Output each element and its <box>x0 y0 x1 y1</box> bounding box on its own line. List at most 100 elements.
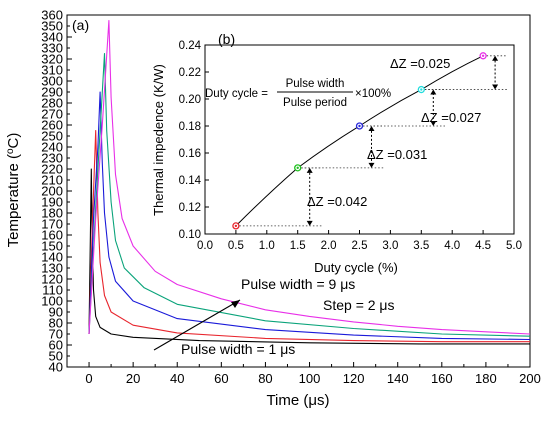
main-panel-label: (a) <box>72 17 89 33</box>
inset-data-point-core <box>358 124 361 128</box>
formula-denominator: Pulse period <box>283 97 347 109</box>
main-y-tick-label: 60 <box>49 338 63 353</box>
main-y-tick-label: 260 <box>41 118 63 133</box>
delta-arrow-head <box>368 162 375 168</box>
main-y-tick-label: 120 <box>41 272 63 287</box>
main-y-tick-label: 80 <box>49 316 63 331</box>
main-y-tick-label: 160 <box>41 228 63 243</box>
main-y-tick-label: 300 <box>41 74 63 89</box>
delta-label-2: ΔZ =0.031 <box>367 147 427 162</box>
main-x-tick-label: 80 <box>258 371 272 386</box>
main-y-tick-label: 230 <box>41 151 63 166</box>
main-x-tick-label: 120 <box>343 371 365 386</box>
inset-x-axis-label: Duty cycle (%) <box>314 260 398 275</box>
main-x-tick-label: 200 <box>519 371 541 386</box>
delta-arrow-head <box>492 55 499 61</box>
inset-data-point-core <box>481 54 485 57</box>
main-y-tick-label: 100 <box>41 294 63 309</box>
main-y-tick-label: 240 <box>41 140 63 155</box>
inset-x-tick-label: 2.5 <box>352 240 368 252</box>
inset-y-tick-label: 0.18 <box>179 121 201 133</box>
main-x-tick-label: 0 <box>85 371 92 386</box>
inset-x-tick-label: 4.0 <box>444 240 460 252</box>
inset-y-tick-label: 0.10 <box>179 229 201 241</box>
main-y-tick-label: 70 <box>49 327 63 342</box>
formula-lhs: Duty cycle = <box>205 88 268 100</box>
inset-y-tick-label: 0.12 <box>179 202 201 214</box>
main-y-tick-label: 200 <box>41 184 63 199</box>
main-x-tick-label: 100 <box>299 371 321 386</box>
inset-x-tick-label: 1.0 <box>259 240 275 252</box>
main-y-tick-label: 320 <box>41 52 63 67</box>
main-y-tick-label: 250 <box>41 129 63 144</box>
inset-y-tick-label: 0.16 <box>179 148 201 160</box>
inset-y-axis-label: Thermal impedence (K/W) <box>151 64 166 216</box>
inset-x-tick-label: 0.0 <box>197 240 213 252</box>
series-line-pw-5us <box>88 91 531 341</box>
inset-delta-guides <box>235 55 508 227</box>
delta-arrow-head <box>492 84 499 90</box>
inset-chart: 0.0 0.5 1.0 1.5 2.0 2.5 3.0 3.5 4.0 4.5 5.0 0.10 0.1… <box>151 31 522 275</box>
main-y-tick-label: 170 <box>41 217 63 232</box>
inset-data-point-core <box>296 166 299 170</box>
main-x-tick-label: 140 <box>387 371 409 386</box>
delta-label-3: ΔZ =0.027 <box>421 110 481 125</box>
main-y-tick-label: 350 <box>41 19 63 34</box>
inset-y-tick-label: 0.22 <box>179 67 201 79</box>
main-y-tick-label: 40 <box>49 360 63 375</box>
inset-data-point-core <box>234 224 238 228</box>
annotation-arrow-shaft <box>153 299 241 351</box>
inset-x-tick-label: 3.5 <box>413 240 429 252</box>
main-y-tick-label: 90 <box>49 305 63 320</box>
series-line-pw-3us <box>88 129 530 343</box>
main-y-tick-label: 150 <box>41 239 63 254</box>
main-x-axis-label: Time (μs) <box>266 392 329 409</box>
delta-label-1: ΔZ =0.042 <box>307 194 367 209</box>
main-x-tick-label: 180 <box>475 371 497 386</box>
delta-label-4: ΔZ =0.025 <box>390 56 450 71</box>
main-y-tick-label: 330 <box>41 41 63 56</box>
main-y-tick-label: 290 <box>41 85 63 100</box>
main-x-tick-label: 20 <box>126 371 140 386</box>
main-axis-ticks: 0 20 40 60 80 100 120 140 160 180 2004050607080901… <box>41 8 541 387</box>
main-y-tick-label: 220 <box>41 162 63 177</box>
inset-y-tick-label: 0.14 <box>179 175 202 187</box>
inset-x-tick-label: 0.5 <box>228 240 244 252</box>
main-y-tick-label: 140 <box>41 250 63 265</box>
inset-x-tick-label: 2.0 <box>321 240 337 252</box>
main-y-tick-label: 190 <box>41 195 63 210</box>
inset-x-tick-label: 3.0 <box>382 240 398 252</box>
inset-axis-ticks: 0.0 0.5 1.0 1.5 2.0 2.5 3.0 3.5 4.0 4.5 5.0 0.10 0.1… <box>179 40 522 252</box>
inset-data-point-core <box>420 88 423 91</box>
inset-x-tick-label: 5.0 <box>506 240 522 252</box>
formula-suffix: ×100% <box>355 88 391 100</box>
annotation-pulse-width-9: Pulse width = 9 μs <box>241 276 355 292</box>
series-line-pw-9us <box>88 19 531 335</box>
annotation-arrow-head <box>231 300 240 308</box>
main-x-tick-label: 160 <box>431 371 453 386</box>
main-y-tick-label: 50 <box>49 349 63 364</box>
main-x-tick-label: 60 <box>214 371 228 386</box>
main-series-group <box>88 19 531 345</box>
main-y-tick-label: 130 <box>41 261 63 276</box>
main-y-tick-label: 310 <box>41 63 63 78</box>
series-line-pw-1us <box>88 168 530 345</box>
inset-x-tick-label: 4.5 <box>475 240 491 252</box>
delta-arrow-head <box>430 89 437 95</box>
inset-points-group <box>232 52 487 230</box>
annotation-step: Step = 2 μs <box>323 297 395 313</box>
main-y-tick-label: 360 <box>41 8 63 23</box>
inset-y-tick-label: 0.20 <box>179 94 201 106</box>
main-x-tick-label: 40 <box>170 371 184 386</box>
annotation-pulse-width-1: Pulse width = 1 μs <box>181 341 295 357</box>
main-y-tick-label: 280 <box>41 96 63 111</box>
delta-arrow-head <box>306 167 313 173</box>
inset-x-tick-label: 1.5 <box>290 240 306 252</box>
main-y-tick-label: 340 <box>41 30 63 45</box>
main-y-axis-label: Temperature (oC) <box>5 133 22 248</box>
formula-numerator: Pulse width <box>286 78 345 90</box>
delta-arrow-head <box>430 121 437 126</box>
delta-arrow-head <box>368 126 375 131</box>
